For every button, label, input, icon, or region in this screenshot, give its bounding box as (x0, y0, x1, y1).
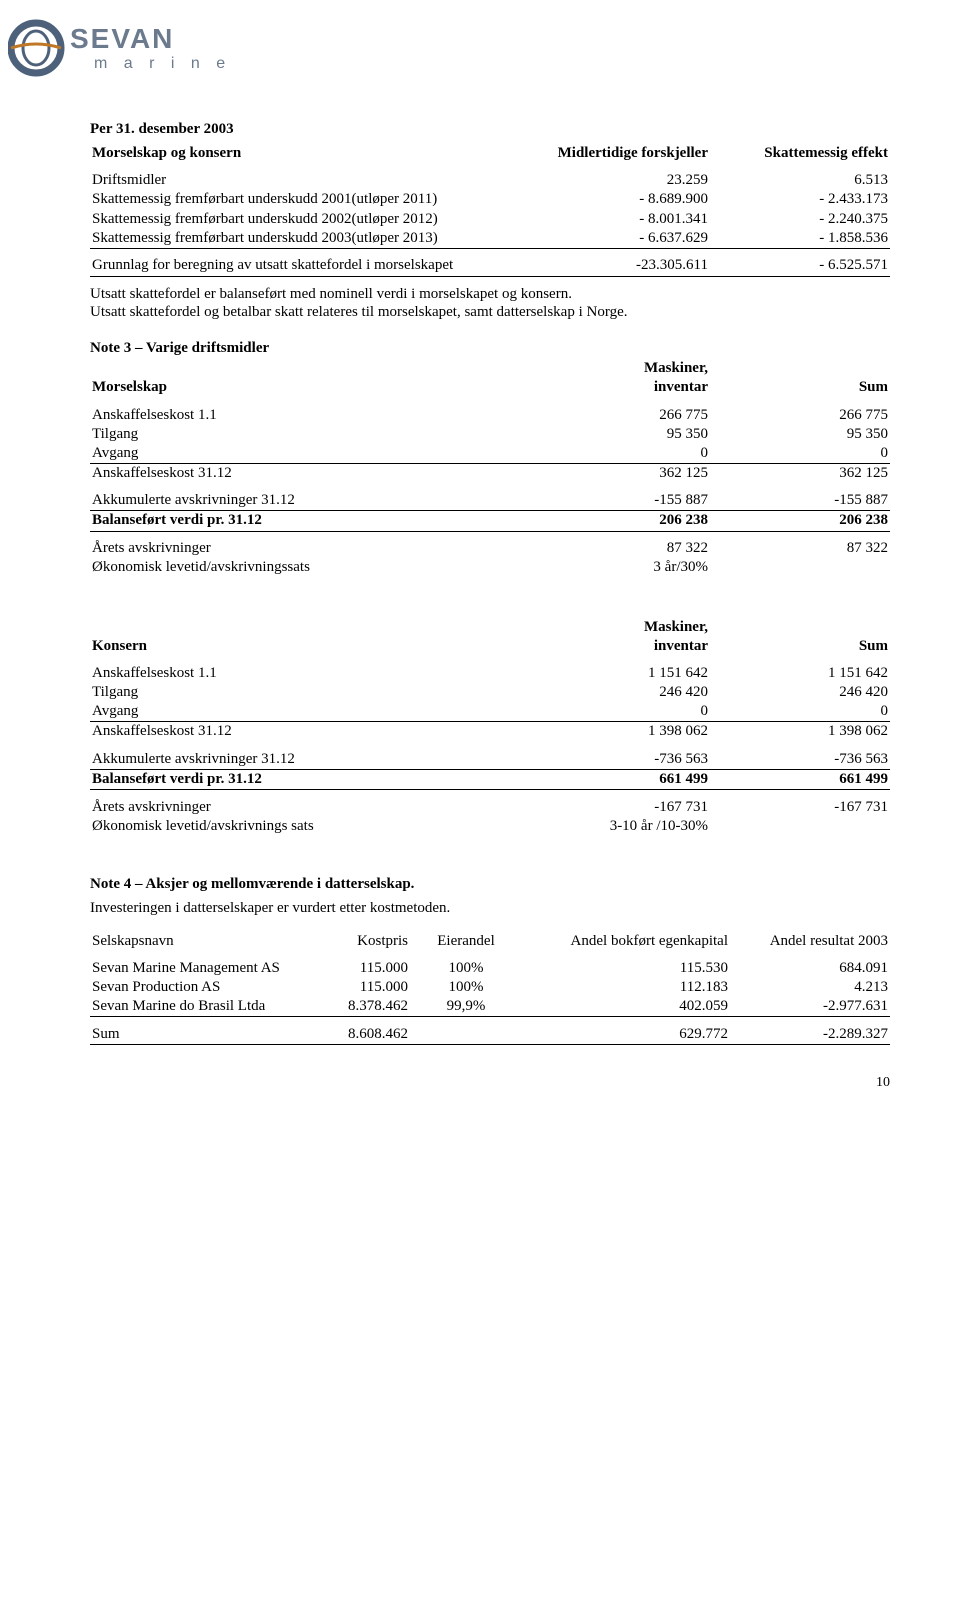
logo: SEVAN m a r i n e (0, 0, 960, 121)
table-row: Tilgang95 35095 350 (90, 425, 890, 444)
table-subtotal-row: Anskaffelseskost 31.12362 125362 125 (90, 464, 890, 484)
table-total-row: Balanseført verdi pr. 31.12206 238206 23… (90, 511, 890, 531)
table-row: Avgang00 (90, 702, 890, 722)
table-row: Sevan Marine do Brasil Ltda8.378.46299,9… (90, 997, 890, 1017)
table-total-row: Grunnlag for beregning av utsatt skattef… (90, 256, 890, 276)
t2k-col2: inventar (530, 637, 710, 656)
table-row: Årets avskrivninger87 32287 322 (90, 539, 890, 558)
paragraph-deferred-tax: Utsatt skattefordel er balanseført med n… (90, 285, 890, 323)
t1-col1: Morselskap og konsern (90, 144, 530, 163)
table-note3-morselskap: Maskiner, MorselskapinventarSum Anskaffe… (90, 359, 890, 577)
table-note4-subsidiaries: Selskapsnavn Kostpris Eierandel Andel bo… (90, 932, 890, 1045)
table-row: Sevan Marine Management AS115.000100%115… (90, 959, 890, 978)
t2m-col2: inventar (530, 378, 710, 397)
t3-h5: Andel resultat 2003 (730, 932, 890, 951)
table-temp-differences: Morselskap og konsern Midlertidige forsk… (90, 144, 890, 277)
table-row: Tilgang246 420246 420 (90, 683, 890, 702)
t1-col2: Midlertidige forskjeller (530, 144, 710, 163)
t2m-col3: Sum (710, 378, 890, 397)
logo-brand-text: SEVAN (70, 23, 174, 54)
table-row: Driftsmidler23.2596.513 (90, 171, 890, 190)
t3-h4: Andel bokført egenkapital (522, 932, 730, 951)
heading-date: Per 31. desember 2003 (90, 121, 890, 138)
table-row: Anskaffelseskost 1.1266 775266 775 (90, 406, 890, 425)
note4-title: Note 4 – Aksjer og mellomværende i datte… (90, 876, 890, 893)
table-row: Skattemessig fremførbart underskudd 2003… (90, 229, 890, 249)
note3-title: Note 3 – Varige driftsmidler (90, 340, 890, 357)
table-note3-konsern: Maskiner, KonserninventarSum Anskaffelse… (90, 618, 890, 836)
paragraph-kostmetoden: Investeringen i datterselskaper er vurde… (90, 899, 890, 918)
t2k-col1: Konsern (90, 637, 530, 656)
t2k-col3: Sum (710, 637, 890, 656)
table-row: Sevan Production AS115.000100%112.1834.2… (90, 978, 890, 997)
page-number: 10 (90, 1045, 890, 1091)
t1-col3: Skattemessig effekt (710, 144, 890, 163)
table-row: Akkumulerte avskrivninger 31.12-155 887-… (90, 491, 890, 511)
table-total-row: Balanseført verdi pr. 31.12661 499661 49… (90, 769, 890, 789)
table-sum-row: Sum8.608.462629.772-2.289.327 (90, 1025, 890, 1045)
table-row: Avgang00 (90, 444, 890, 464)
table-row: Skattemessig fremførbart underskudd 2002… (90, 210, 890, 229)
table-row: Skattemessig fremførbart underskudd 2001… (90, 190, 890, 209)
table-row: Økonomisk levetid/avskrivningssats3 år/3… (90, 558, 890, 577)
t3-h3: Eierandel (410, 932, 522, 951)
t3-h1: Selskapsnavn (90, 932, 314, 951)
t3-h2: Kostpris (314, 932, 410, 951)
table-row: Økonomisk levetid/avskrivnings sats3-10 … (90, 817, 890, 836)
logo-subbrand-text: m a r i n e (94, 55, 231, 72)
table-row: Akkumulerte avskrivninger 31.12-736 563-… (90, 750, 890, 770)
table-row: Anskaffelseskost 1.11 151 6421 151 642 (90, 664, 890, 683)
table-subtotal-row: Anskaffelseskost 31.121 398 0621 398 062 (90, 722, 890, 742)
t2m-col1: Morselskap (90, 378, 530, 397)
table-row: Årets avskrivninger-167 731-167 731 (90, 798, 890, 817)
